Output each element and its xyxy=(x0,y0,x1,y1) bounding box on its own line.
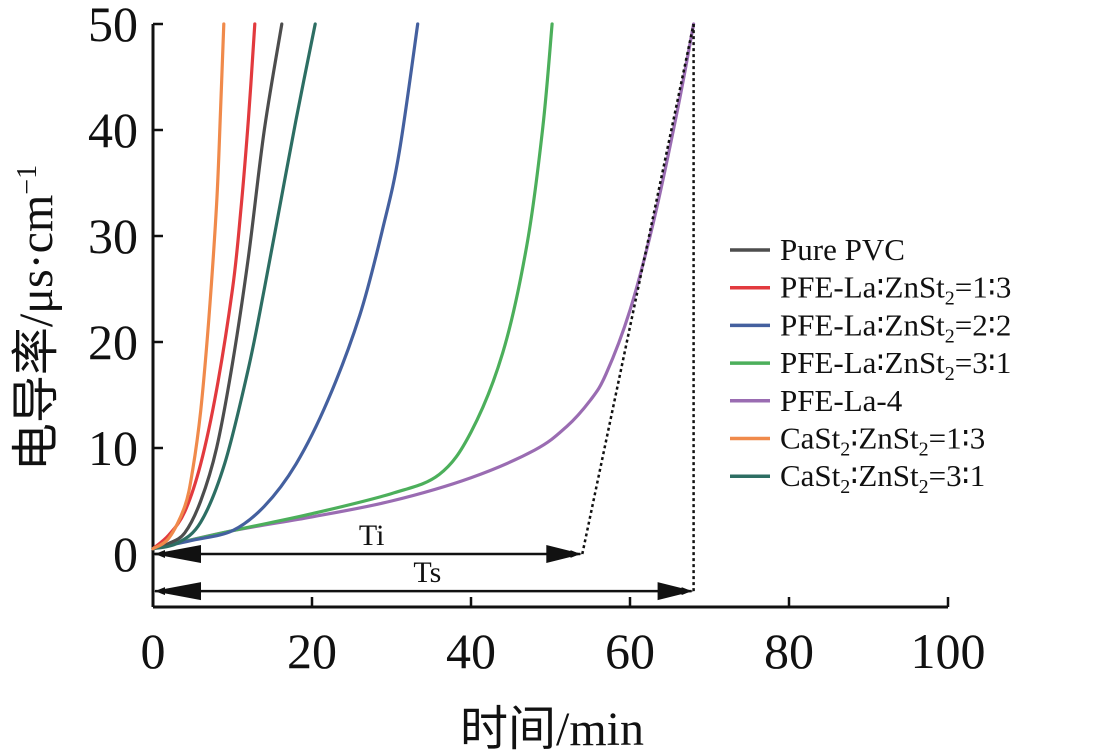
series-line-2 xyxy=(151,22,257,551)
legend-text-part: =3∶1 xyxy=(955,345,1012,380)
legend-text-part: =3∶1 xyxy=(929,458,986,493)
legend-label-7: CaSt2∶ZnSt2=3∶1 xyxy=(780,458,985,498)
x-tick-label: 40 xyxy=(446,623,496,679)
legend: Pure PVCPFE-La∶ZnSt2=1∶3PFE-La∶ZnSt2=2∶2… xyxy=(730,232,1011,498)
legend-subscript: 2 xyxy=(919,439,929,461)
legend-text-part: CaSt xyxy=(780,458,841,493)
legend-label-6: CaSt2∶ZnSt2=1∶3 xyxy=(780,421,985,461)
y-tick-label: 40 xyxy=(88,102,138,158)
legend-label-5: PFE-La-4 xyxy=(780,383,903,418)
y-axis-unit-exponent: −1 xyxy=(12,165,43,195)
arrowhead-right-ts xyxy=(657,582,694,601)
tick-labels: 0 20 40 60 80 100 0 10 20 30 40 50 xyxy=(88,0,986,679)
series-lines xyxy=(151,22,696,551)
legend-text-part: ∶ZnSt xyxy=(850,458,919,493)
legend-subscript: 2 xyxy=(840,476,850,498)
axis-titles: 时间/min 电导率/μs·cm−1 xyxy=(10,165,644,753)
legend-text-part: ∶ZnSt xyxy=(850,421,919,456)
arrowhead-left-ts xyxy=(153,582,201,601)
legend-label-4: PFE-La∶ZnSt2=3∶1 xyxy=(780,345,1011,385)
axes xyxy=(151,22,950,609)
legend-text-part: PFE-La∶ZnSt xyxy=(780,345,945,380)
legend-subscript: 2 xyxy=(945,363,955,385)
legend-subscript: 2 xyxy=(919,476,929,498)
legend-text-part: =1∶3 xyxy=(929,421,986,456)
annotation-label-ti: Ti xyxy=(359,519,385,552)
guide-line-1 xyxy=(581,23,695,555)
legend-text-part: PFE-La∶ZnSt xyxy=(780,270,945,305)
legend-subscript: 2 xyxy=(945,325,955,347)
y-tick-label: 20 xyxy=(88,314,138,370)
series-line-3 xyxy=(151,22,420,551)
y-tick-label: 50 xyxy=(88,0,138,52)
legend-text-part: Pure PVC xyxy=(780,232,905,267)
annotation-label-ts: Ts xyxy=(413,556,441,589)
x-axis-title: 时间/min xyxy=(460,703,644,753)
series-line-7 xyxy=(151,22,317,551)
legend-label-1: Pure PVC xyxy=(780,232,905,267)
x-tick-label: 100 xyxy=(911,623,986,679)
arrowhead-right-ti xyxy=(546,545,583,563)
legend-text-part: =1∶3 xyxy=(955,270,1012,305)
arrowhead-left-ti xyxy=(153,545,201,563)
x-tick-label: 60 xyxy=(605,623,655,679)
x-tick-label: 20 xyxy=(287,623,337,679)
series-line-4 xyxy=(151,22,554,551)
y-tick-label: 30 xyxy=(88,208,138,264)
y-tick-label: 0 xyxy=(113,526,138,582)
legend-label-3: PFE-La∶ZnSt2=2∶2 xyxy=(780,307,1011,347)
y-tick-label: 10 xyxy=(88,420,138,476)
legend-subscript: 2 xyxy=(945,288,955,310)
series-line-6 xyxy=(151,22,226,551)
legend-text-part: PFE-La-4 xyxy=(780,383,903,418)
legend-text-part: PFE-La∶ZnSt xyxy=(780,307,945,342)
x-tick-label: 80 xyxy=(764,623,814,679)
annotations: Ti Ts xyxy=(153,23,695,601)
legend-text-part: =2∶2 xyxy=(955,307,1012,342)
x-tick-label: 0 xyxy=(141,623,166,679)
series-line-1 xyxy=(151,22,284,551)
legend-subscript: 2 xyxy=(840,439,850,461)
legend-text-part: CaSt xyxy=(780,421,841,456)
series-line-5 xyxy=(151,22,696,551)
legend-label-2: PFE-La∶ZnSt2=1∶3 xyxy=(780,270,1011,310)
y-axis-title: 电导率/μs·cm−1 xyxy=(10,165,63,471)
